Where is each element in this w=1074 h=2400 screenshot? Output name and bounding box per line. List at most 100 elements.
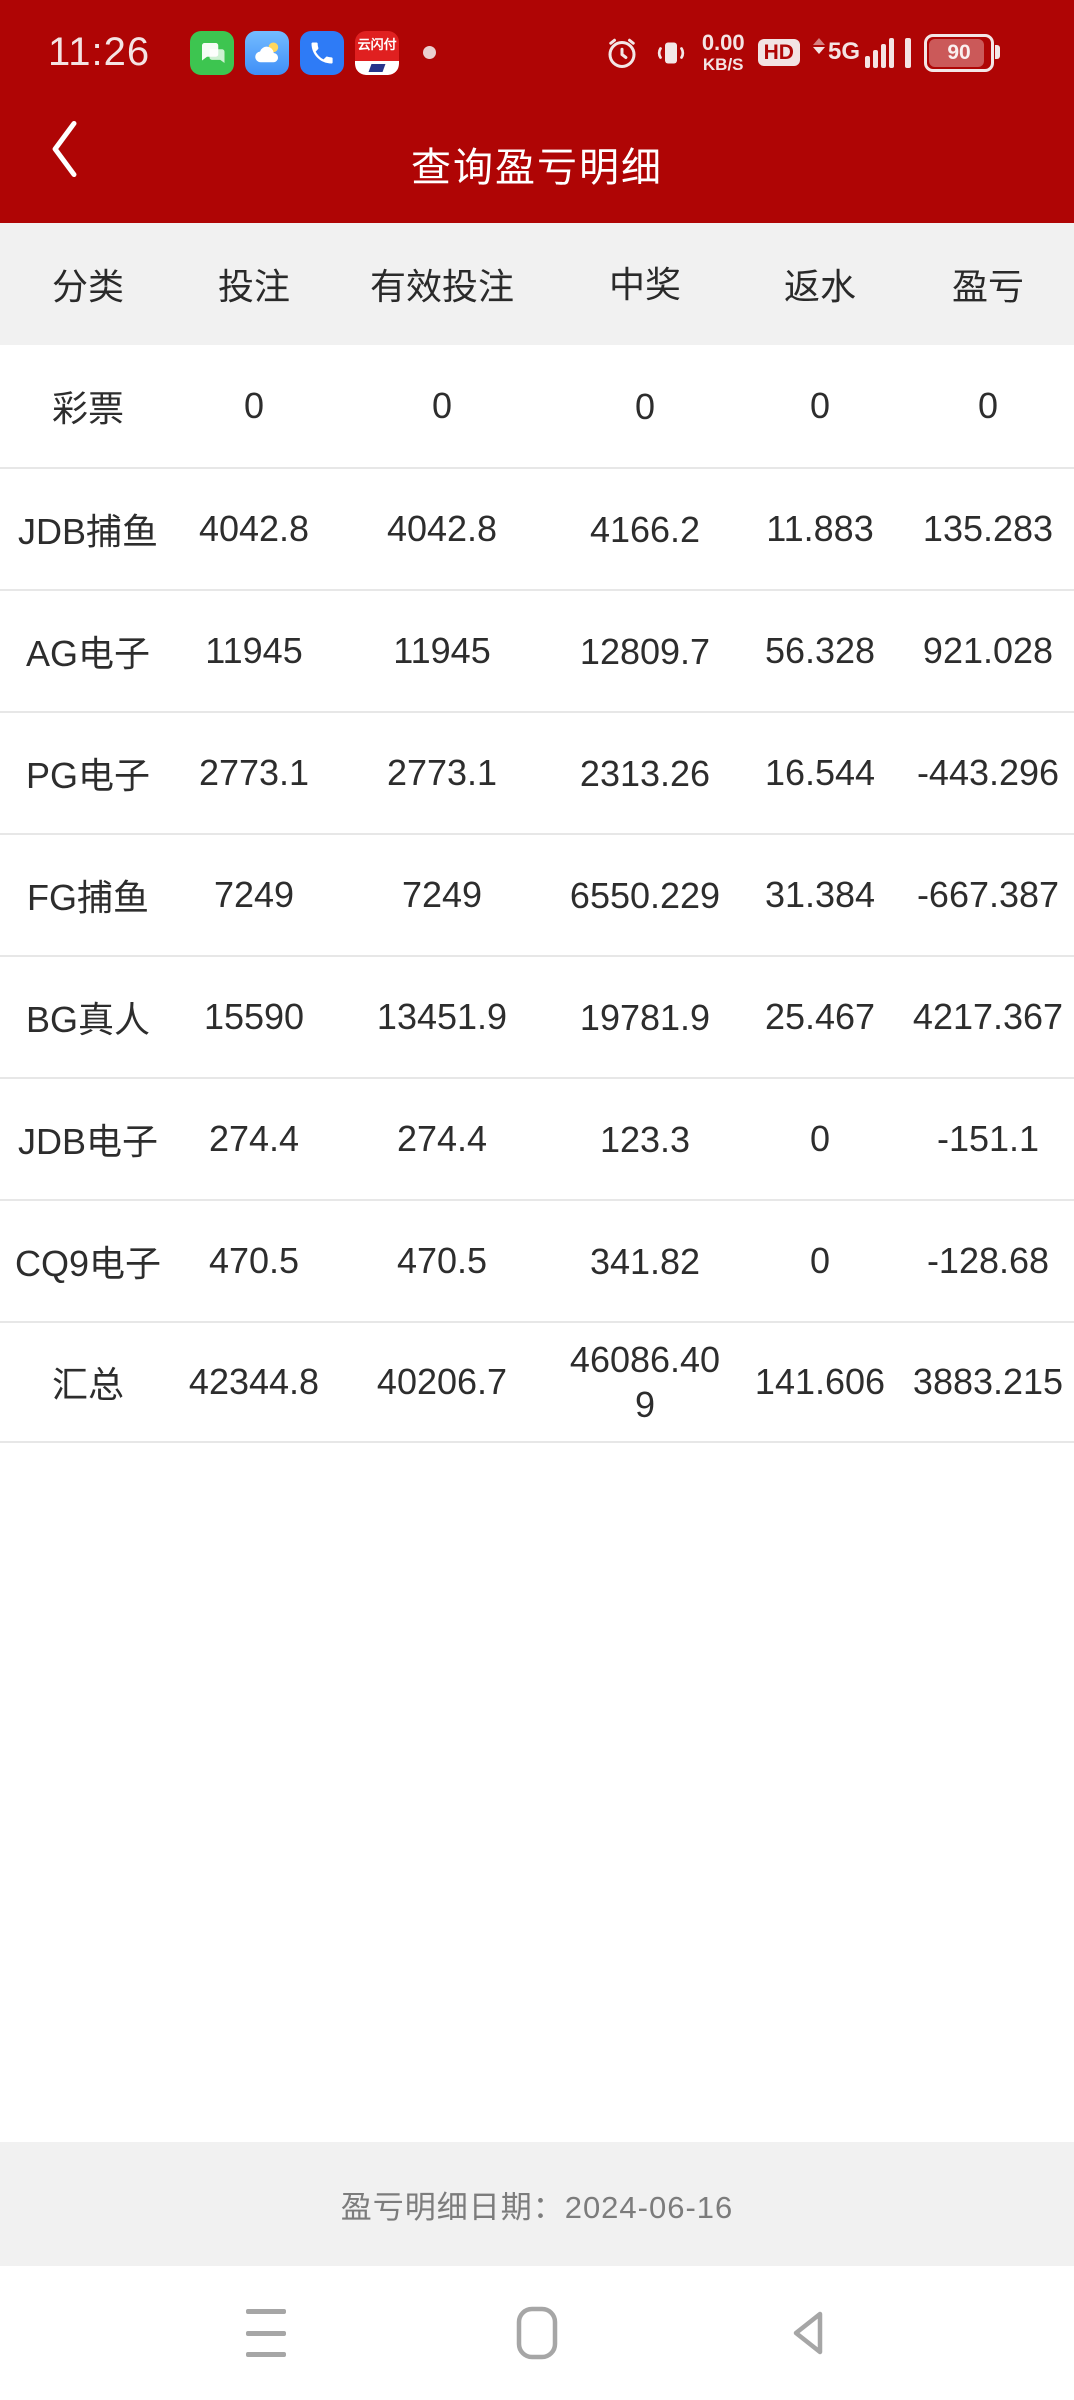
cell-category: AG电子 bbox=[25, 633, 150, 674]
cell-valid_bet: 274.4 bbox=[396, 1118, 488, 1159]
back-triangle-icon bbox=[794, 2311, 823, 2355]
column-header-profit: 盈亏 bbox=[951, 266, 1024, 307]
network-speed-unit: KB/S bbox=[702, 55, 744, 74]
table-row: 彩票 0 0 0 0 0 bbox=[0, 345, 1074, 467]
table-row: JDB电子 274.4 274.4 123.3 0 -151.1 bbox=[0, 1077, 1074, 1199]
cell-bet: 0 bbox=[243, 385, 265, 426]
status-bar: 11:26 云闪付 bbox=[0, 0, 1074, 105]
notification-dot bbox=[423, 46, 437, 59]
recents-button[interactable] bbox=[236, 2303, 296, 2363]
cell-profit: 921.028 bbox=[922, 630, 1054, 671]
cell-category: JDB捕鱼 bbox=[17, 511, 158, 552]
cell-rebate: 25.467 bbox=[764, 996, 876, 1037]
cell-win: 341.82 bbox=[589, 1240, 701, 1282]
cell-win: 46086.409 bbox=[569, 1339, 721, 1425]
home-icon bbox=[516, 2306, 558, 2360]
hd-badge: HD bbox=[757, 39, 800, 66]
table-row: PG电子 2773.1 2773.1 2313.26 16.544 -443.296 bbox=[0, 711, 1074, 833]
clock-time: 11:26 bbox=[48, 30, 151, 74]
cell-win: 4166.2 bbox=[589, 508, 701, 550]
cell-profit: -128.68 bbox=[926, 1240, 1050, 1281]
cell-rebate: 11.883 bbox=[766, 508, 874, 549]
alarm-clock-icon bbox=[608, 38, 636, 68]
battery-icon: 90 bbox=[924, 33, 1000, 72]
unionpay-strip bbox=[355, 60, 400, 75]
cell-win: 0 bbox=[634, 385, 656, 427]
signal-bar-sim2-icon bbox=[905, 37, 911, 68]
unionpay-quickpass-icon: 云闪付 bbox=[355, 30, 400, 75]
cell-bet: 15590 bbox=[203, 996, 305, 1037]
weather-icon bbox=[245, 30, 290, 75]
network-speed: 0.00 KB/S bbox=[701, 30, 745, 74]
home-button[interactable] bbox=[507, 2303, 567, 2363]
table-row: JDB捕鱼 4042.8 4042.8 4166.2 11.883 135.283 bbox=[0, 467, 1074, 589]
unionpay-label: 云闪付 bbox=[357, 36, 397, 52]
phone-icon bbox=[300, 30, 345, 75]
cell-category: BG真人 bbox=[25, 999, 150, 1040]
status-bar-right: 0.00 KB/S HD 5G 90 bbox=[604, 30, 1000, 74]
android-back-button[interactable] bbox=[778, 2303, 838, 2363]
cell-profit: 3883.215 bbox=[912, 1361, 1064, 1402]
cell-profit: -667.387 bbox=[916, 874, 1060, 915]
column-header-rebate: 返水 bbox=[783, 266, 856, 307]
table-row: AG电子 11945 11945 12809.7 56.328 921.028 bbox=[0, 589, 1074, 711]
cell-valid_bet: 0 bbox=[431, 385, 453, 426]
cell-rebate: 16.544 bbox=[764, 752, 876, 793]
table-body: 彩票 0 0 0 0 0 JDB捕鱼 4042.8 4042.8 4166.2 11.883 135.… bbox=[0, 345, 1074, 1443]
cell-win: 6550.229 bbox=[569, 874, 721, 916]
cell-category: FG捕鱼 bbox=[27, 877, 149, 918]
android-navigation-bar bbox=[0, 2266, 1074, 2400]
cell-rebate: 0 bbox=[809, 385, 831, 426]
column-header-valid-bet: 有效投注 bbox=[369, 266, 514, 307]
cell-valid_bet: 2773.1 bbox=[386, 752, 498, 793]
signal-bars-icon bbox=[865, 37, 894, 68]
messages-icon bbox=[190, 30, 235, 75]
notification-app-icons: 云闪付 bbox=[190, 30, 400, 75]
cell-valid_bet: 13451.9 bbox=[376, 996, 508, 1037]
cell-profit: -443.296 bbox=[916, 752, 1060, 793]
cell-win: 12809.7 bbox=[579, 630, 711, 672]
column-header-win: 中奖 bbox=[608, 263, 681, 305]
cell-rebate: 141.606 bbox=[754, 1361, 886, 1402]
cell-win: 123.3 bbox=[599, 1118, 691, 1160]
cell-category: PG电子 bbox=[25, 755, 150, 796]
cell-bet: 470.5 bbox=[208, 1240, 300, 1281]
table-header-row: 分类 投注 有效投注 中奖 返水 盈亏 bbox=[0, 223, 1074, 345]
empty-area bbox=[0, 1443, 1074, 2142]
cell-valid_bet: 4042.8 bbox=[386, 508, 498, 549]
cell-valid_bet: 40206.7 bbox=[376, 1361, 508, 1402]
cell-profit: 4217.367 bbox=[912, 996, 1064, 1037]
profit-loss-date-label: 盈亏明细日期：2024-06-16 bbox=[340, 2189, 734, 2225]
network-speed-value: 0.00 bbox=[701, 30, 745, 55]
cell-win: 19781.9 bbox=[579, 996, 711, 1038]
menu-icon bbox=[245, 2309, 286, 2357]
cell-bet: 2773.1 bbox=[198, 752, 310, 793]
table-row: 汇总 42344.8 40206.7 46086.409 141.606 3883.215 bbox=[0, 1321, 1074, 1443]
red-header-block: 11:26 云闪付 bbox=[0, 0, 1074, 223]
chevron-left-icon bbox=[52, 120, 77, 178]
cell-category: 汇总 bbox=[51, 1364, 124, 1405]
column-header-category: 分类 bbox=[51, 266, 124, 307]
cell-bet: 42344.8 bbox=[188, 1361, 320, 1402]
cell-valid_bet: 470.5 bbox=[396, 1240, 488, 1281]
table-row: BG真人 15590 13451.9 19781.9 25.467 4217.367 bbox=[0, 955, 1074, 1077]
back-button[interactable] bbox=[40, 113, 88, 185]
cell-category: 彩票 bbox=[51, 388, 124, 429]
page-title: 查询盈亏明细 bbox=[411, 146, 663, 190]
cell-rebate: 0 bbox=[809, 1118, 831, 1159]
battery-percent: 90 bbox=[947, 40, 971, 64]
cell-bet: 11945 bbox=[205, 630, 303, 671]
cell-valid_bet: 11945 bbox=[393, 630, 491, 671]
column-header-bet: 投注 bbox=[217, 266, 290, 307]
cell-win: 2313.26 bbox=[579, 752, 711, 794]
cell-rebate: 56.328 bbox=[764, 630, 876, 671]
signal-indicator: 5G bbox=[812, 37, 911, 68]
cell-category: CQ9电子 bbox=[14, 1243, 162, 1284]
cell-valid_bet: 7249 bbox=[401, 874, 483, 915]
app-bar: 查询盈亏明细 bbox=[0, 105, 1074, 223]
cell-bet: 274.4 bbox=[208, 1118, 300, 1159]
cell-rebate: 0 bbox=[809, 1240, 831, 1281]
network-type-label: 5G bbox=[827, 37, 860, 65]
cell-bet: 4042.8 bbox=[198, 508, 310, 549]
